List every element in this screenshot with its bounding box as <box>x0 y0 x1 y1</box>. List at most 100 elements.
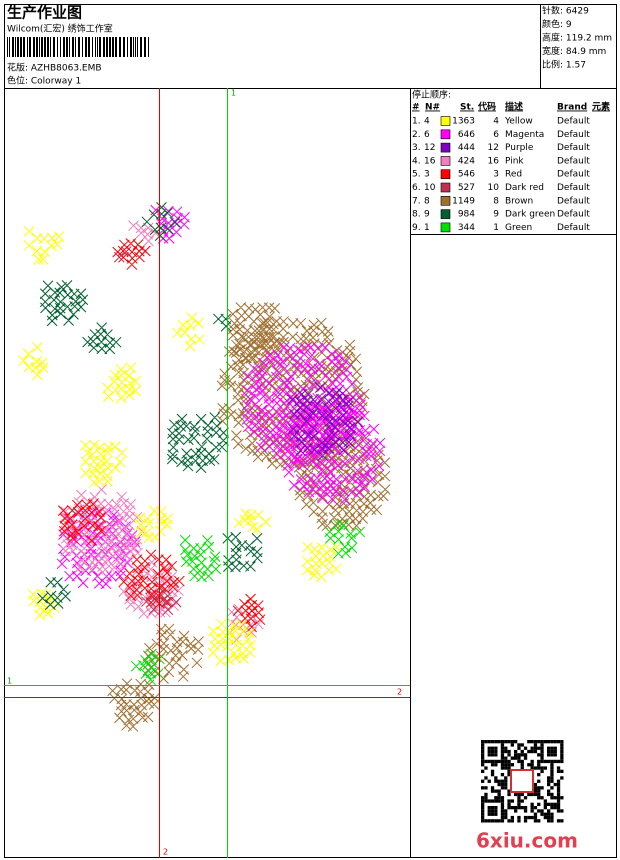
qr-module <box>514 749 518 754</box>
qr-module <box>550 815 554 820</box>
qr-module <box>527 740 531 744</box>
qr-module <box>550 769 554 773</box>
qr-module <box>517 759 521 764</box>
bar <box>97 37 98 57</box>
qr-module <box>514 740 518 744</box>
qr-module <box>481 756 485 760</box>
color-swatch <box>440 142 451 153</box>
qr-module <box>550 802 554 806</box>
qr-module <box>560 809 564 813</box>
cell: 8. <box>412 210 421 220</box>
qr-module <box>560 740 564 744</box>
qr-module <box>537 766 541 770</box>
bar <box>39 37 40 57</box>
qr-module <box>523 806 528 810</box>
cell: Default <box>557 130 590 140</box>
qr-module <box>520 766 524 770</box>
qr-module <box>487 806 491 810</box>
qr-module <box>497 799 501 803</box>
qr-module <box>497 819 501 823</box>
color-swatch <box>440 116 451 126</box>
qr-module <box>497 789 501 793</box>
qr-module <box>484 776 488 780</box>
qr-module <box>494 753 498 757</box>
bar <box>47 37 49 57</box>
qr-module <box>507 759 511 764</box>
qr-module <box>494 779 498 783</box>
cell: Default <box>557 143 590 153</box>
cell: 6 <box>424 130 430 140</box>
qr-module <box>494 776 498 780</box>
qr-module <box>494 799 498 803</box>
qr-module <box>550 819 554 823</box>
bar <box>95 37 96 57</box>
qr-module <box>490 806 495 810</box>
bar <box>78 37 80 57</box>
bar <box>135 37 136 57</box>
qr-module <box>537 759 541 764</box>
cell: Green <box>505 223 532 233</box>
color-swatch <box>440 196 451 206</box>
qr-module <box>543 812 547 816</box>
bar <box>75 37 76 57</box>
bar <box>9 37 10 57</box>
cell: 5. <box>412 170 421 180</box>
qr-module <box>550 786 554 790</box>
qr-module <box>520 763 524 767</box>
qr-module <box>560 769 564 773</box>
qr-module <box>507 740 511 744</box>
qr-module <box>556 796 561 800</box>
qr-module <box>481 753 485 757</box>
qr-module <box>481 806 485 810</box>
cell: 424 <box>458 156 475 166</box>
qr-module <box>510 815 514 820</box>
guide-label: 1 <box>7 677 12 686</box>
qr-module <box>514 756 518 760</box>
qr-module <box>517 753 521 757</box>
qr-module <box>481 769 485 773</box>
qr-module <box>533 766 538 770</box>
cell: 2. <box>412 130 421 140</box>
bar <box>44 37 46 57</box>
qr-module <box>494 789 498 793</box>
qr-module <box>510 740 514 744</box>
qr-module <box>547 740 551 744</box>
qr-module <box>484 759 488 764</box>
qr-module <box>530 815 534 820</box>
qr-module <box>540 746 544 750</box>
qr-module <box>530 763 534 767</box>
qr-module <box>556 782 561 787</box>
qr-module <box>510 799 514 803</box>
stitches <box>37 202 263 610</box>
stitches <box>56 204 386 590</box>
cell: Purple <box>505 143 534 153</box>
cell: 1. <box>412 117 421 127</box>
qr-module <box>540 809 544 813</box>
bar <box>92 37 93 57</box>
qr-module <box>490 746 495 750</box>
qr-module <box>490 749 495 754</box>
qr-module <box>490 789 495 793</box>
qr-module <box>550 753 554 757</box>
bar <box>123 37 125 57</box>
guide-label: 2 <box>163 848 168 857</box>
qr-module <box>517 796 521 800</box>
guide-label: 2 <box>397 688 402 697</box>
qr-module <box>510 763 514 767</box>
cell: Dark green <box>505 210 555 220</box>
table-title: 停止顺序: <box>412 89 451 101</box>
qr-module <box>494 740 498 744</box>
qr-module <box>543 815 547 820</box>
qr-module <box>537 773 541 777</box>
cell: 1363 <box>452 117 475 127</box>
qr-module <box>550 766 554 770</box>
bar <box>106 37 108 57</box>
qr-module <box>507 766 511 770</box>
cell: 12 <box>488 143 499 153</box>
column-header: St. <box>460 103 474 113</box>
qr-module <box>547 776 551 780</box>
qr-module <box>533 740 538 744</box>
qr-module <box>517 815 521 820</box>
qr-module <box>537 819 541 823</box>
cell: Default <box>557 170 590 180</box>
